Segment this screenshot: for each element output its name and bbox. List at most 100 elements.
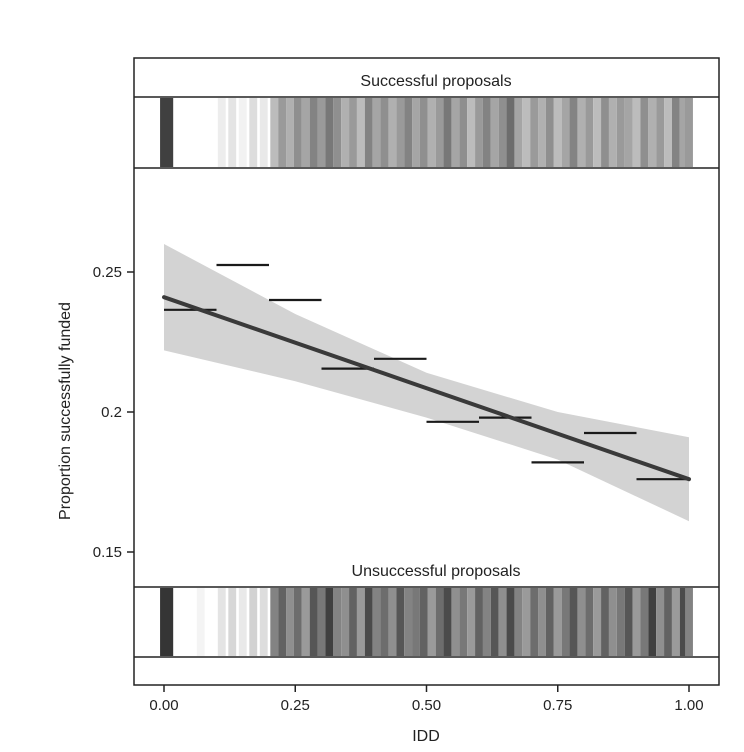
unsuccessful-rug-panel: Unsuccessful proposals <box>134 563 719 658</box>
x-tick-label: 0.50 <box>412 697 441 714</box>
rug-band <box>569 588 578 656</box>
rug-band <box>419 588 428 656</box>
rug-band <box>608 98 617 167</box>
rug-band <box>217 588 226 656</box>
rug-band <box>404 588 413 656</box>
rug-band <box>270 588 279 656</box>
rug-band <box>443 588 452 656</box>
rug-band <box>530 588 539 656</box>
rug-band <box>286 98 294 167</box>
rug-band <box>671 588 680 656</box>
rug-band <box>498 98 507 167</box>
rug-band <box>278 98 287 167</box>
rug-band <box>349 588 357 656</box>
rug-band <box>467 588 476 656</box>
y-tick-label: 0.2 <box>101 404 122 421</box>
rug-band <box>545 588 554 656</box>
rug-band <box>228 588 237 656</box>
rug-band <box>685 98 693 167</box>
rug-band <box>309 98 318 167</box>
rug-band <box>325 588 334 656</box>
rug-band <box>364 588 373 656</box>
rug-band <box>451 98 460 167</box>
rug-band <box>522 98 531 167</box>
rug-band <box>278 588 287 656</box>
x-tick-label: 1.00 <box>674 697 703 714</box>
rug-band <box>561 98 570 167</box>
rug-band <box>459 588 468 656</box>
rug-band <box>506 98 515 167</box>
rug-band <box>608 588 617 656</box>
rug-band <box>577 98 586 167</box>
rug-band <box>249 98 258 167</box>
rug-band <box>632 588 641 656</box>
rug-band <box>309 588 318 656</box>
confidence-band <box>164 244 689 522</box>
rug-band <box>530 98 539 167</box>
rug-band <box>624 588 633 656</box>
rug-band <box>165 98 174 167</box>
rug-band <box>372 98 381 167</box>
rug-band <box>498 588 507 656</box>
x-tick-label: 0.75 <box>543 697 572 714</box>
binned-means <box>164 263 689 481</box>
rug-band <box>656 588 665 656</box>
x-axis-title: IDD <box>412 728 440 745</box>
rug-band <box>467 98 476 167</box>
rug-band <box>632 98 641 167</box>
rug-band <box>341 98 350 167</box>
rug-band <box>624 98 633 167</box>
rug-band <box>380 98 389 167</box>
unsuccessful-rug-bands <box>160 588 693 656</box>
rug-band <box>196 588 205 656</box>
rug-band <box>475 588 483 656</box>
rug-band <box>396 98 405 167</box>
unsuccessful-panel-title: Unsuccessful proposals <box>352 563 521 580</box>
rug-band <box>317 98 326 167</box>
rug-band <box>459 98 468 167</box>
rug-band <box>656 98 665 167</box>
rug-band <box>372 588 381 656</box>
rug-band <box>451 588 460 656</box>
rug-band <box>293 588 302 656</box>
rug-band <box>506 588 515 656</box>
rug-band <box>553 98 562 167</box>
rug-band <box>648 98 657 167</box>
rug-band <box>561 588 570 656</box>
rug-band <box>490 98 499 167</box>
rug-band <box>160 588 168 656</box>
rug-band <box>427 98 436 167</box>
rug-band <box>640 588 649 656</box>
x-tick-label: 0.25 <box>281 697 310 714</box>
rug-band <box>616 98 625 167</box>
rug-band <box>396 588 405 656</box>
rug-band <box>514 98 523 167</box>
rug-band <box>577 588 586 656</box>
rug-band <box>412 588 420 656</box>
rug-band <box>301 588 310 656</box>
rug-band <box>259 98 268 167</box>
rug-band <box>404 98 413 167</box>
rug-band <box>217 98 226 167</box>
rug-band <box>475 98 483 167</box>
fit-line <box>162 295 691 482</box>
rug-band <box>482 588 491 656</box>
rug-band <box>685 588 693 656</box>
rug-band <box>601 98 609 167</box>
rug-band <box>664 98 672 167</box>
rug-band <box>593 588 602 656</box>
rug-band <box>380 588 389 656</box>
rug-band <box>388 588 397 656</box>
y-axis-title: Proportion successfully funded <box>57 302 74 520</box>
rug-band <box>341 588 350 656</box>
rug-band <box>679 98 688 167</box>
rug-band <box>160 98 168 167</box>
successful-panel-title: Successful proposals <box>360 73 511 90</box>
rug-band <box>317 588 326 656</box>
rug-band <box>553 588 562 656</box>
rug-band <box>238 98 247 167</box>
y-tick-label: 0.25 <box>93 264 122 281</box>
y-tick-label: 0.15 <box>93 544 122 561</box>
rug-band <box>435 588 444 656</box>
